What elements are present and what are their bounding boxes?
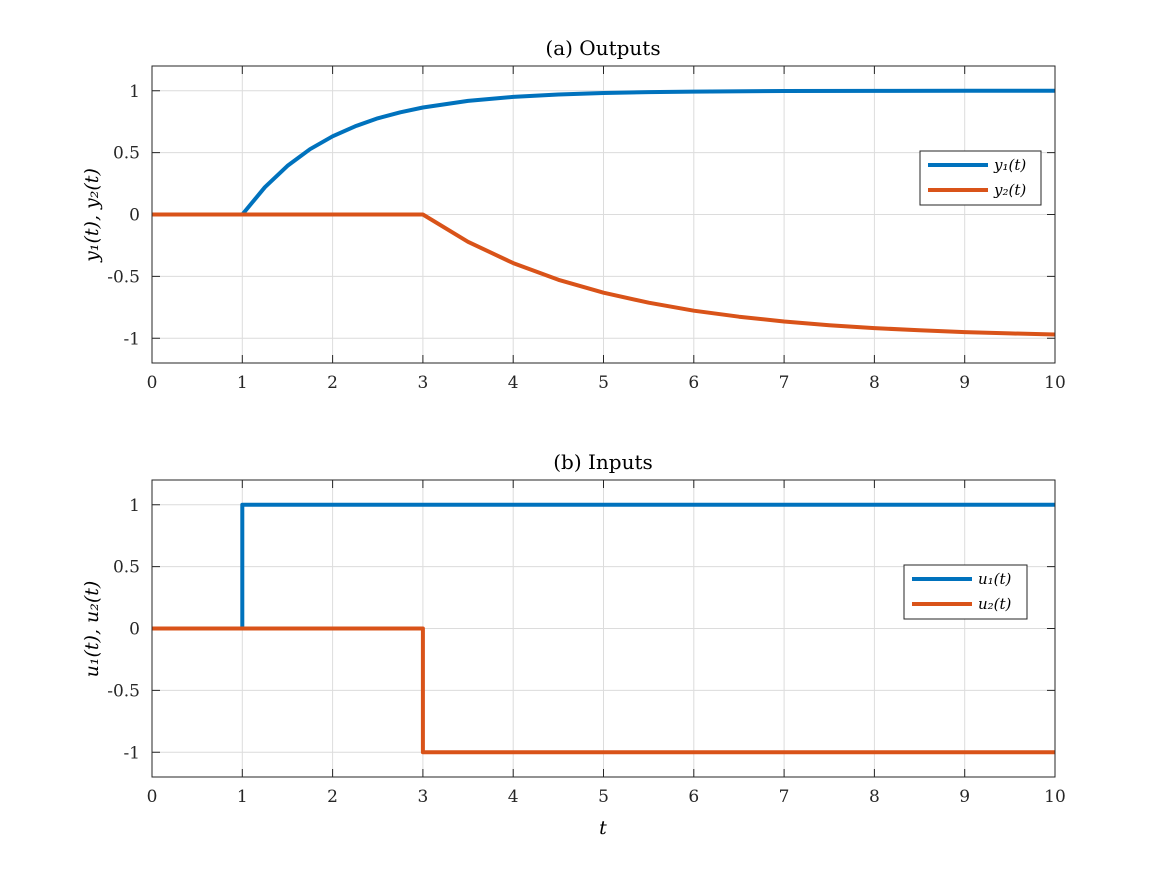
x-tick-label: 1 (237, 373, 248, 393)
y-tick-label: 0.5 (113, 144, 140, 164)
legend-box (903, 564, 1028, 620)
y-axis-label: y₁(t), y₂(t) (81, 168, 103, 263)
x-tick-label: 2 (327, 373, 338, 393)
x-tick-label: 9 (959, 787, 970, 807)
x-tick-label: 3 (417, 787, 428, 807)
x-tick-label: 8 (869, 373, 880, 393)
x-tick-label: 6 (688, 373, 699, 393)
y-tick-label: 0.5 (113, 558, 140, 578)
legend-label: y₂(t) (993, 181, 1026, 199)
x-tick-label: 1 (237, 787, 248, 807)
plot-frame (151, 479, 1056, 778)
x-tick-label: 10 (1044, 787, 1066, 807)
x-tick-label: 7 (779, 373, 790, 393)
chart-title: (b) Inputs (553, 450, 653, 474)
x-tick-label: 6 (688, 787, 699, 807)
outputs-panel: (a) Outputs y₁(t), y₂(t) 0 1 2 3 4 5 6 7 8 9 10 1 0.… (81, 36, 1066, 393)
y-tick-label: 0 (129, 206, 140, 226)
x-tick-label: 9 (959, 373, 970, 393)
series-line-2 (152, 212, 1055, 337)
y-tick-label: -1 (123, 329, 140, 349)
y-tick-label: -0.5 (107, 267, 140, 287)
y-tick-label: -1 (123, 743, 140, 763)
legend-label: u₂(t) (978, 595, 1012, 613)
plot-frame (151, 65, 1056, 364)
y-tick-label: 0 (129, 620, 140, 640)
x-tick-label: 4 (508, 787, 519, 807)
legend-label: u₁(t) (978, 570, 1012, 588)
x-tick-label: 0 (147, 787, 158, 807)
y-tick-label: 1 (129, 496, 140, 516)
x-axis-label: t (599, 817, 607, 839)
legend-label: y₁(t) (993, 156, 1026, 174)
chart-title: (a) Outputs (545, 36, 660, 60)
y-tick-label: 1 (129, 82, 140, 102)
legend: u₁(t) u₂(t) (903, 564, 1028, 620)
x-tick-label: 2 (327, 787, 338, 807)
y-tick-label: -0.5 (107, 681, 140, 701)
inputs-panel: (b) Inputs u₁(t), u₂(t) t 0 1 2 3 4 5 6 7 8 9 1010… (81, 450, 1066, 839)
series-line-2 (152, 626, 1055, 755)
x-tick-label: 7 (779, 787, 790, 807)
x-tick-label: 0 (147, 373, 158, 393)
x-tick-label: 10 (1044, 373, 1066, 393)
x-tick-label: 8 (869, 787, 880, 807)
x-tick-label: 4 (508, 373, 519, 393)
series-line-1 (152, 88, 1055, 217)
y-axis-label: u₁(t), u₂(t) (81, 581, 103, 678)
x-tick-label: 5 (598, 787, 609, 807)
x-tick-label: 5 (598, 373, 609, 393)
x-tick-label: 3 (417, 373, 428, 393)
legend-box (919, 150, 1042, 206)
legend: y₁(t) y₂(t) (919, 150, 1042, 206)
